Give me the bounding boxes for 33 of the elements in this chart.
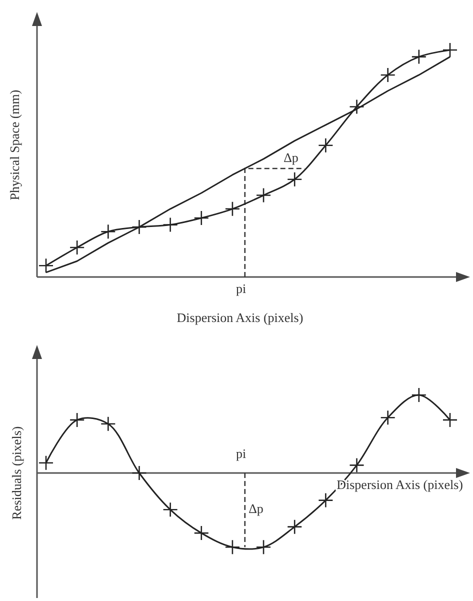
point bbox=[38, 455, 54, 471]
point bbox=[194, 210, 210, 226]
point bbox=[286, 519, 302, 534]
point bbox=[100, 224, 116, 240]
point bbox=[69, 240, 85, 256]
point bbox=[411, 387, 427, 403]
point bbox=[349, 99, 364, 114]
point bbox=[318, 492, 334, 508]
point bbox=[411, 49, 427, 64]
point bbox=[69, 412, 85, 428]
point bbox=[349, 458, 364, 473]
y-axis-title: Physical Space (mm) bbox=[7, 90, 22, 200]
point bbox=[194, 525, 210, 541]
point bbox=[256, 539, 272, 555]
point bbox=[132, 465, 147, 481]
point bbox=[224, 201, 240, 217]
point bbox=[380, 67, 396, 83]
point bbox=[100, 416, 116, 432]
point bbox=[224, 539, 240, 555]
point bbox=[380, 410, 396, 426]
x-axis-title: Dispersion Axis (pixels) bbox=[176, 310, 304, 325]
point bbox=[132, 219, 147, 235]
point bbox=[162, 502, 178, 518]
y-axis-title: Residuals (pixels) bbox=[9, 426, 24, 520]
point bbox=[286, 172, 302, 188]
annotation: Δp bbox=[284, 150, 298, 165]
annotation: Δp bbox=[248, 501, 264, 516]
point bbox=[318, 138, 334, 153]
point bbox=[442, 412, 458, 428]
annotation: pi bbox=[236, 446, 246, 461]
text: pi bbox=[236, 281, 246, 296]
point bbox=[162, 217, 178, 232]
point bbox=[256, 188, 272, 203]
